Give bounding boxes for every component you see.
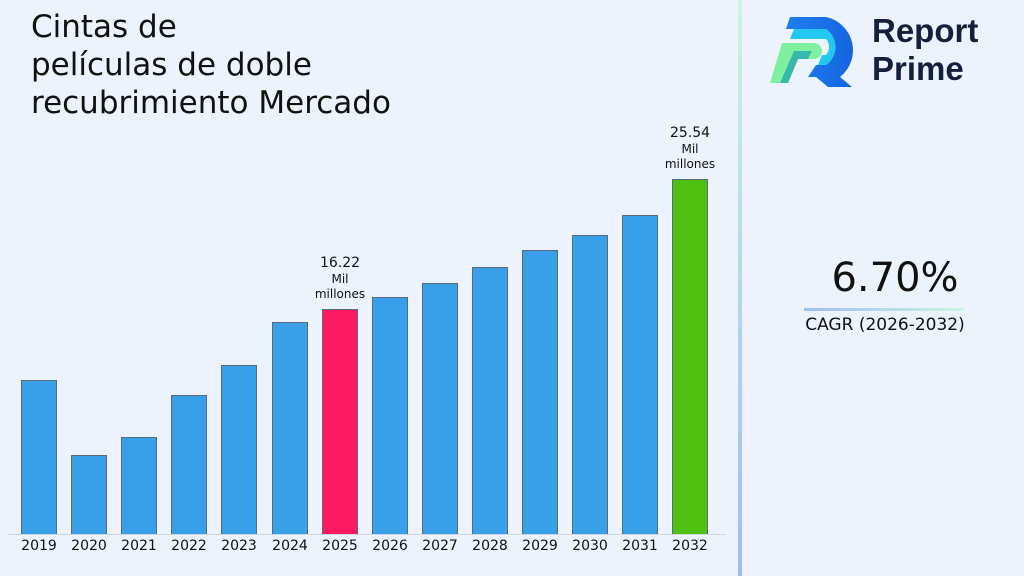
bar-2030	[572, 235, 608, 534]
cagr-label: CAGR (2026-2032)	[805, 315, 965, 335]
bar-2023	[221, 365, 257, 534]
x-tick-label: 2025	[322, 538, 358, 554]
x-tick-label: 2031	[622, 538, 658, 554]
bar-2020	[71, 455, 107, 534]
brand-name: Report Prime	[872, 12, 979, 87]
report-prime-logo-icon	[770, 17, 853, 87]
value-annotation-2032: 25.54 Mil millones	[650, 125, 730, 172]
x-tick-label: 2029	[522, 538, 558, 554]
x-tick-label: 2032	[672, 538, 708, 554]
x-tick-label: 2024	[272, 538, 308, 554]
annotation-unit: Mil	[331, 272, 349, 286]
annotation-unit: millones	[664, 157, 716, 171]
annotation-unit: Mil	[681, 142, 699, 156]
bar-2028	[472, 267, 508, 534]
bar-2032	[672, 179, 708, 534]
x-tick-label: 2026	[372, 538, 408, 554]
x-tick-label: 2028	[472, 538, 508, 554]
x-tick-label: 2019	[21, 538, 57, 554]
bar-2031	[622, 215, 658, 534]
cagr-underline	[804, 308, 964, 311]
x-tick-label: 2022	[171, 538, 207, 554]
x-tick-label: 2030	[572, 538, 608, 554]
bar-2022	[171, 395, 207, 534]
bar-chart: 2019 2020 2021 2022 2023 2024 2025 16.22 Mil mill…	[8, 125, 730, 554]
x-tick-label: 2021	[121, 538, 157, 554]
x-tick-label: 2023	[221, 538, 257, 554]
annotation-unit: millones	[314, 287, 366, 301]
cagr-value: 6.70%	[831, 255, 959, 301]
chart-title: Cintas de películas de doble recubrimien…	[31, 9, 391, 121]
value-annotation-2025: 16.22 Mil millones	[300, 255, 380, 302]
bar-2026	[372, 297, 408, 534]
annotation-value: 16.22	[319, 255, 361, 271]
bar-2029	[522, 250, 558, 534]
x-tick-label: 2020	[71, 538, 107, 554]
annotation-value: 25.54	[669, 125, 711, 141]
bar-2019	[21, 380, 57, 534]
bar-2021	[121, 437, 157, 534]
bar-2024	[272, 322, 308, 534]
x-axis-baseline	[8, 534, 726, 535]
x-tick-label: 2027	[422, 538, 458, 554]
panel-divider	[738, 0, 742, 576]
bar-2027	[422, 283, 458, 534]
bar-2025	[322, 309, 358, 534]
